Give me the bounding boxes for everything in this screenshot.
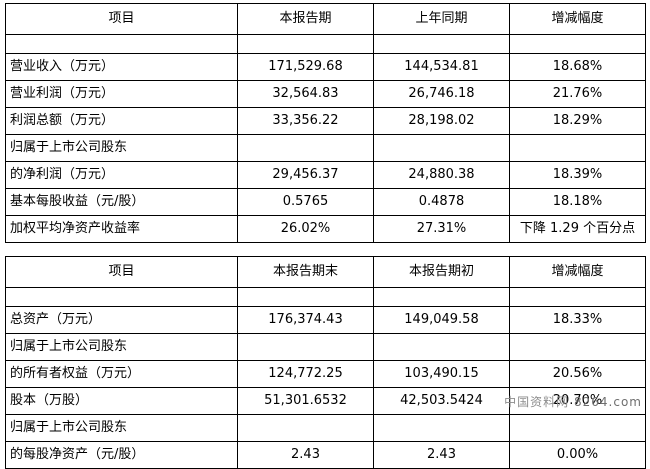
table-row: 归属于上市公司股东: [5, 414, 646, 442]
table-header-row: 项目 本报告期末 本报告期初 增减幅度: [5, 256, 646, 288]
cell-label: 的所有者权益（万元）: [5, 360, 238, 388]
table1-header-item: 项目: [5, 3, 238, 35]
financial-summary-sheet: 项目 本报告期 上年同期 增减幅度 营业收入（万元） 171,529.68 14…: [5, 3, 646, 469]
cell-prior: 26,746.18: [373, 80, 510, 108]
table1-header-prior-period: 上年同期: [373, 3, 510, 35]
cell-change: 下降 1.29 个百分点: [509, 215, 646, 243]
cell-label: [5, 34, 238, 54]
cell-current: 32,564.83: [237, 80, 374, 108]
table2-header-item: 项目: [5, 256, 238, 288]
cell-end: 124,772.25: [237, 360, 374, 388]
table-header-row: 项目 本报告期 上年同期 增减幅度: [5, 3, 646, 35]
cell-begin: 2.43: [373, 441, 510, 469]
table2-header-period-end: 本报告期末: [237, 256, 374, 288]
cell-current: [237, 34, 374, 54]
cell-change: 18.29%: [509, 107, 646, 135]
cell-change: [509, 414, 646, 442]
table-row: 股本（万股） 51,301.6532 42,503.5424 20.70%: [5, 387, 646, 415]
cell-prior: 28,198.02: [373, 107, 510, 135]
cell-label: 利润总额（万元）: [5, 107, 238, 135]
table1-header-change: 增减幅度: [509, 3, 646, 35]
cell-label: 总资产（万元）: [5, 306, 238, 334]
cell-begin: 149,049.58: [373, 306, 510, 334]
table-row: 的净利润（万元） 29,456.37 24,880.38 18.39%: [5, 161, 646, 189]
table2-header-change: 增减幅度: [509, 256, 646, 288]
cell-begin: 42,503.5424: [373, 387, 510, 415]
table-row: 的每股净资产（元/股） 2.43 2.43 0.00%: [5, 441, 646, 469]
cell-current: 0.5765: [237, 188, 374, 216]
cell-begin: 103,490.15: [373, 360, 510, 388]
cell-change: 18.39%: [509, 161, 646, 189]
cell-change: 0.00%: [509, 441, 646, 469]
table-row: 归属于上市公司股东: [5, 134, 646, 162]
cell-label: 股本（万股）: [5, 387, 238, 415]
cell-prior: 24,880.38: [373, 161, 510, 189]
table-gap: [5, 243, 645, 256]
period-comparison-table: 项目 本报告期 上年同期 增减幅度 营业收入（万元） 171,529.68 14…: [5, 3, 646, 243]
cell-change: 20.56%: [509, 360, 646, 388]
cell-current: [237, 134, 374, 162]
cell-change: [509, 134, 646, 162]
table2-header-period-begin: 本报告期初: [373, 256, 510, 288]
cell-change: [509, 333, 646, 361]
cell-end: 176,374.43: [237, 306, 374, 334]
cell-end: [237, 333, 374, 361]
cell-end: [237, 287, 374, 307]
table-row: 利润总额（万元） 33,356.22 28,198.02 18.29%: [5, 107, 646, 135]
cell-prior: 0.4878: [373, 188, 510, 216]
cell-change: 18.18%: [509, 188, 646, 216]
cell-change: [509, 287, 646, 307]
cell-label: 的净利润（万元）: [5, 161, 238, 189]
cell-change: 18.33%: [509, 306, 646, 334]
cell-change: [509, 34, 646, 54]
table-row: 基本每股收益（元/股） 0.5765 0.4878 18.18%: [5, 188, 646, 216]
balance-comparison-table: 项目 本报告期末 本报告期初 增减幅度 总资产（万元） 176,374.43 1…: [5, 256, 646, 469]
cell-label: 归属于上市公司股东: [5, 333, 238, 361]
cell-current: 171,529.68: [237, 53, 374, 81]
cell-begin: [373, 287, 510, 307]
cell-current: 33,356.22: [237, 107, 374, 135]
cell-end: 51,301.6532: [237, 387, 374, 415]
cell-label: 归属于上市公司股东: [5, 134, 238, 162]
watermark-id: 8264.com: [574, 395, 642, 409]
cell-current: 29,456.37: [237, 161, 374, 189]
watermark-site: 中国资料网: [504, 395, 570, 409]
table-row: [5, 34, 646, 54]
table-row: 总资产（万元） 176,374.43 149,049.58 18.33%: [5, 306, 646, 334]
cell-label: 营业利润（万元）: [5, 80, 238, 108]
cell-label: 基本每股收益（元/股）: [5, 188, 238, 216]
watermark: 中国资料网 8264.com: [504, 393, 642, 410]
cell-prior: 27.31%: [373, 215, 510, 243]
cell-change: 18.68%: [509, 53, 646, 81]
cell-end: [237, 414, 374, 442]
cell-current: 26.02%: [237, 215, 374, 243]
cell-begin: [373, 414, 510, 442]
cell-prior: [373, 134, 510, 162]
cell-begin: [373, 333, 510, 361]
cell-label: 加权平均净资产收益率: [5, 215, 238, 243]
cell-end: 2.43: [237, 441, 374, 469]
table-row: [5, 287, 646, 307]
table1-header-current-period: 本报告期: [237, 3, 374, 35]
table-row: 加权平均净资产收益率 26.02% 27.31% 下降 1.29 个百分点: [5, 215, 646, 243]
cell-prior: [373, 34, 510, 54]
cell-label: 的每股净资产（元/股）: [5, 441, 238, 469]
table-row: 的所有者权益（万元） 124,772.25 103,490.15 20.56%: [5, 360, 646, 388]
cell-change: 20.70%: [509, 387, 646, 415]
cell-prior: 144,534.81: [373, 53, 510, 81]
cell-change: 21.76%: [509, 80, 646, 108]
table-row: 营业利润（万元） 32,564.83 26,746.18 21.76%: [5, 80, 646, 108]
cell-label: 归属于上市公司股东: [5, 414, 238, 442]
table-row: 归属于上市公司股东: [5, 333, 646, 361]
cell-label: [5, 287, 238, 307]
table-row: 营业收入（万元） 171,529.68 144,534.81 18.68%: [5, 53, 646, 81]
cell-label: 营业收入（万元）: [5, 53, 238, 81]
